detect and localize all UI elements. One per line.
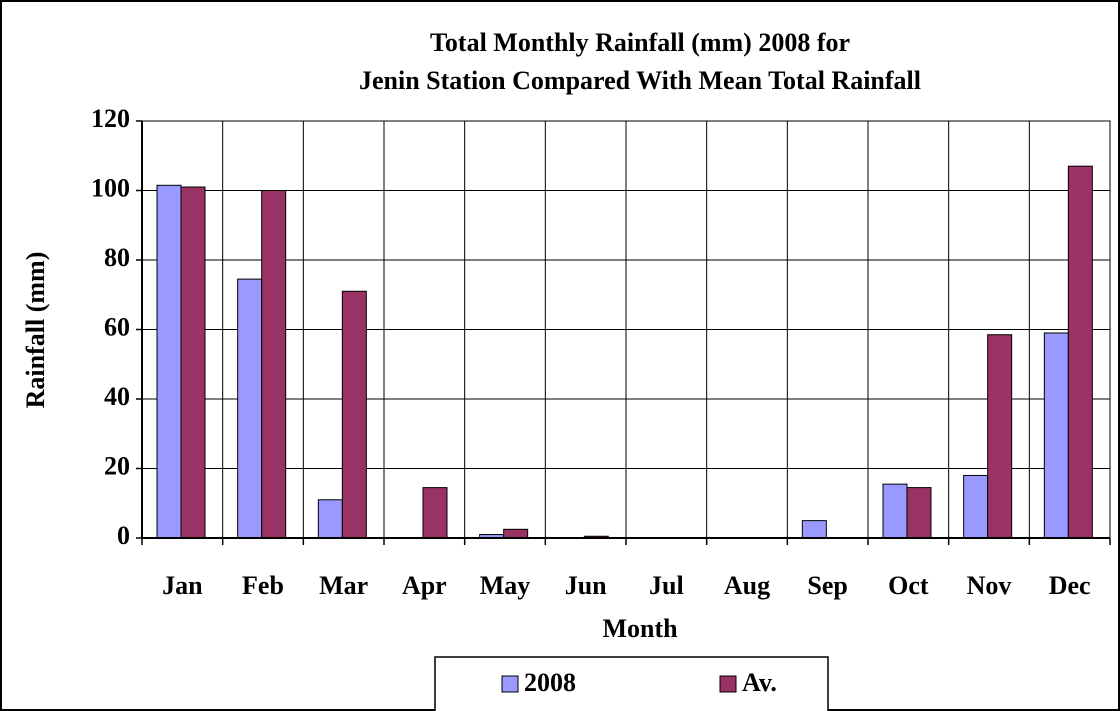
bar	[963, 474, 989, 539]
x-tick-label: Jan	[162, 571, 203, 600]
x-tick-label: Apr	[402, 571, 447, 600]
legend-box	[434, 656, 829, 711]
x-tick-label: May	[480, 571, 531, 600]
x-tick-label: Oct	[888, 571, 929, 600]
chart-title: Jenin Station Compared With Mean Total R…	[359, 66, 921, 95]
bar	[987, 334, 1013, 539]
y-axis-label: Rainfall (mm)	[21, 252, 50, 409]
bar	[503, 528, 529, 539]
x-tick-label: Feb	[242, 571, 284, 600]
y-tick-label: 80	[104, 243, 130, 272]
legend-swatch	[501, 675, 519, 693]
x-tick-label: Sep	[807, 571, 847, 600]
legend-label: Av.	[742, 668, 777, 697]
bar	[261, 190, 287, 539]
x-tick-label: Jun	[565, 571, 607, 600]
y-tick-label: 40	[104, 382, 130, 411]
chart-title: Total Monthly Rainfall (mm) 2008 for	[430, 28, 850, 57]
y-tick-label: 120	[91, 104, 130, 133]
legend-swatch	[719, 675, 737, 693]
bar	[1043, 332, 1069, 539]
x-tick-label: Jul	[649, 571, 684, 600]
bar	[317, 499, 343, 539]
bar	[906, 487, 932, 539]
bar	[882, 483, 908, 539]
legend-label: 2008	[524, 668, 576, 697]
bar	[341, 290, 367, 539]
x-tick-label: Dec	[1049, 571, 1091, 600]
x-tick-label: Mar	[319, 571, 368, 600]
bar	[422, 487, 448, 539]
bar	[801, 520, 827, 539]
y-tick-label: 100	[91, 173, 130, 202]
y-tick-label: 60	[104, 312, 130, 341]
bar	[180, 186, 206, 539]
y-tick-label: 0	[117, 521, 130, 550]
x-tick-label: Aug	[724, 571, 770, 600]
x-tick-label: Nov	[967, 571, 1012, 600]
bar	[237, 278, 263, 539]
bar	[156, 184, 182, 539]
bar	[1067, 165, 1093, 539]
y-tick-label: 20	[104, 451, 130, 480]
x-axis-label: Month	[602, 614, 678, 643]
